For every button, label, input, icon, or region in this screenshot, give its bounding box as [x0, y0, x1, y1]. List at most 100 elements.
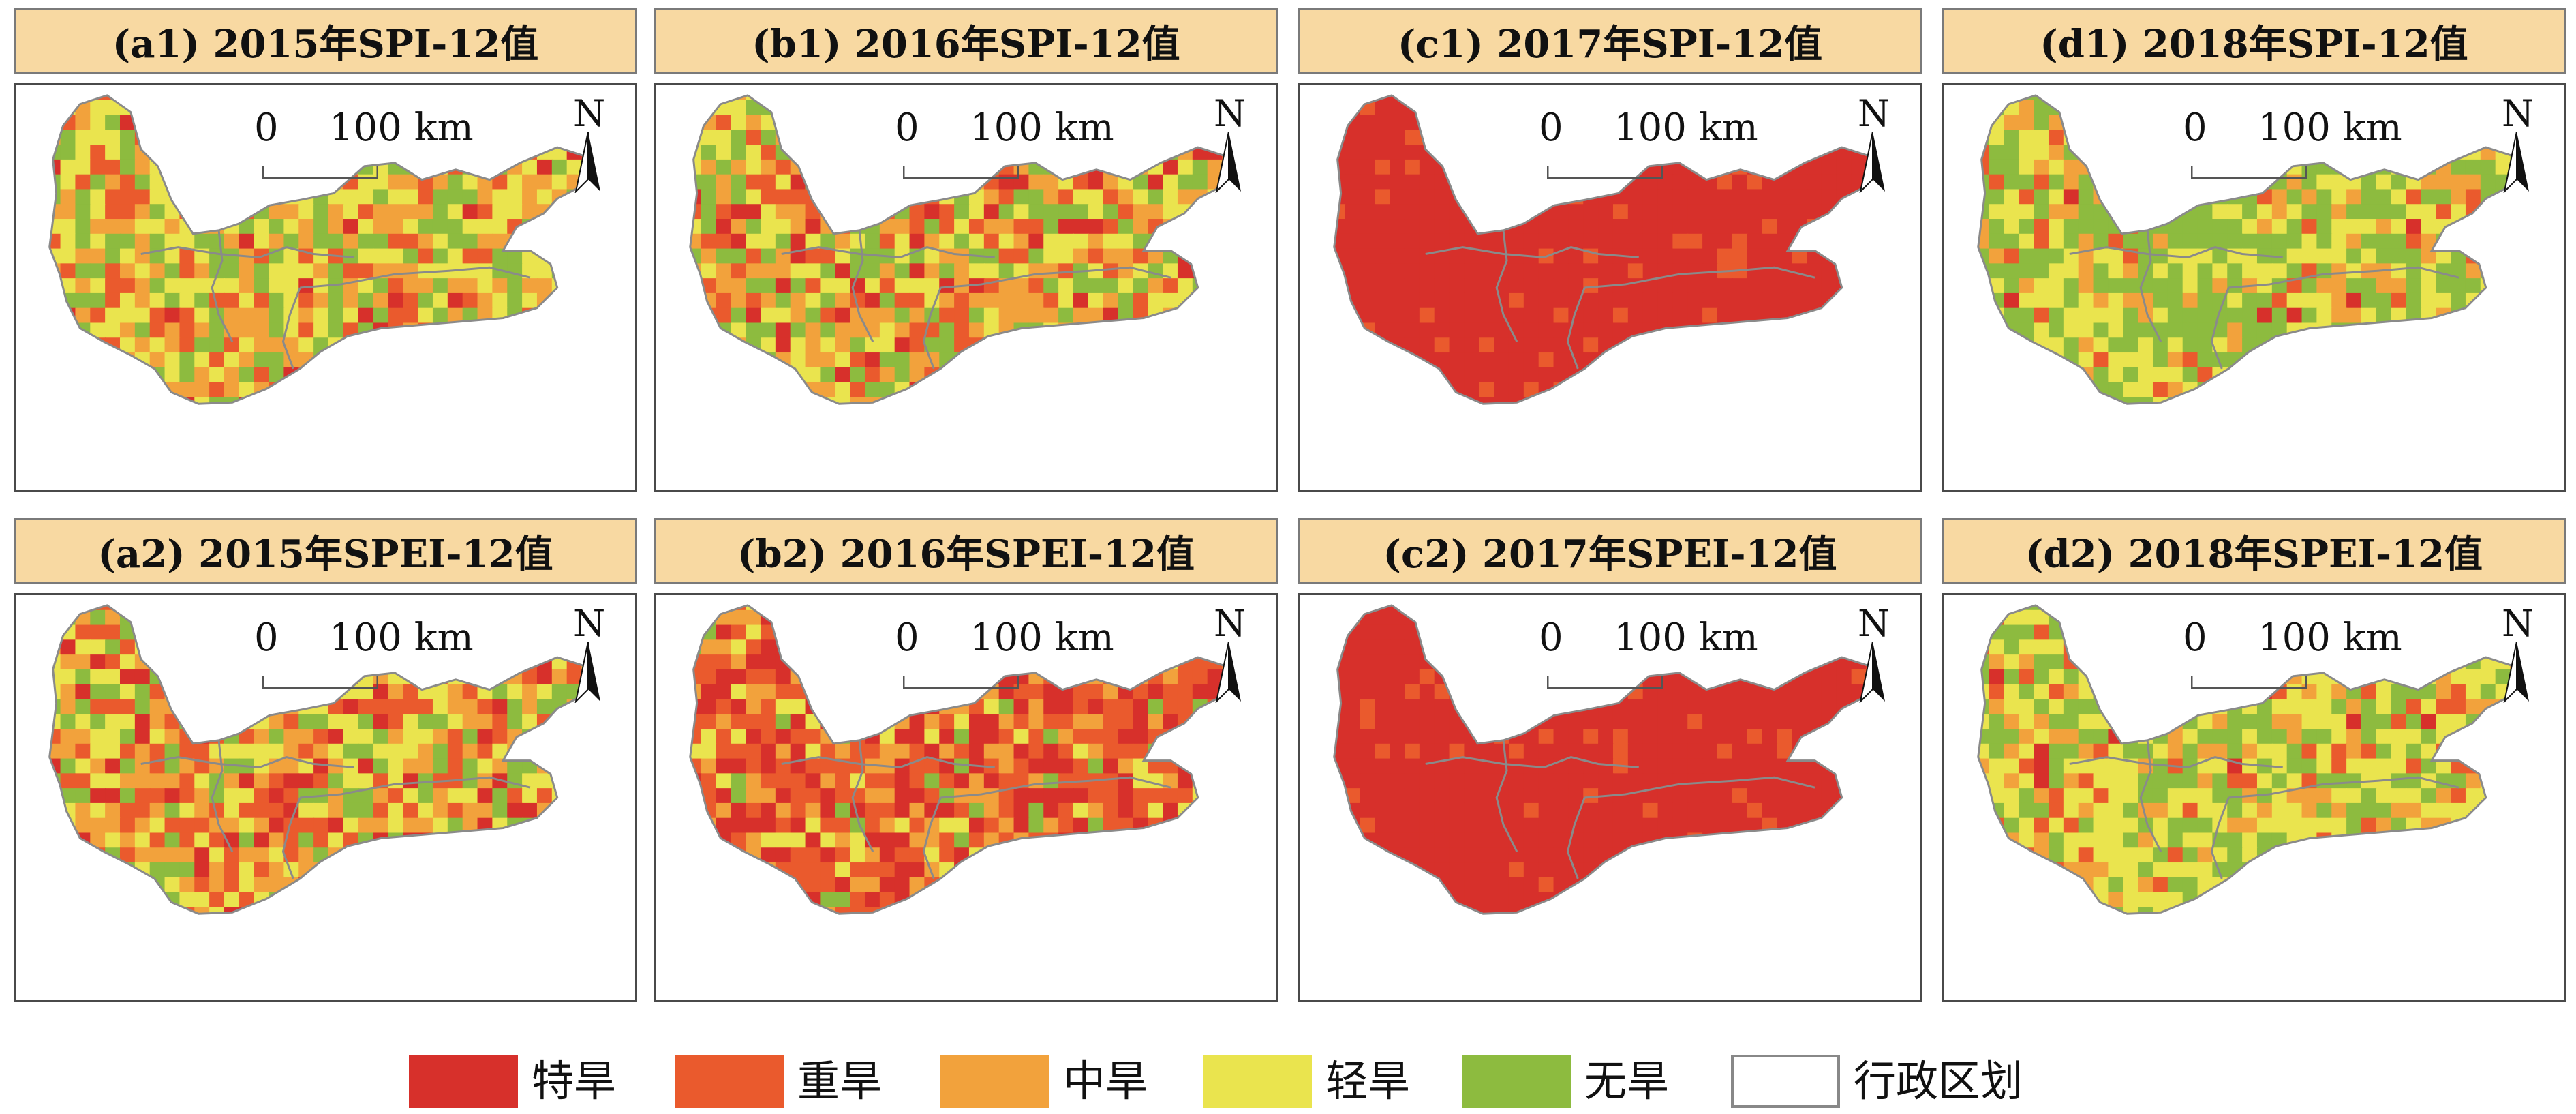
drought-cell — [716, 307, 732, 324]
drought-cell — [1989, 352, 2005, 368]
drought-cell — [492, 174, 508, 190]
drought-cell — [1524, 457, 1539, 472]
drought-cell — [1747, 189, 1763, 205]
drought-cell — [1163, 233, 1178, 250]
drought-cell — [283, 397, 300, 404]
drought-cell — [1978, 367, 1990, 383]
drought-cell — [1978, 292, 1990, 309]
drought-cell — [2361, 189, 2377, 205]
drought-cell — [2048, 352, 2064, 368]
admin-boundary-line — [2069, 246, 2283, 258]
drought-cell — [16, 382, 31, 398]
drought-cell — [1103, 95, 1119, 101]
drought-cell — [924, 95, 940, 101]
drought-cell — [1334, 337, 1346, 354]
drought-cell — [671, 278, 687, 294]
drought-cell — [2093, 278, 2109, 294]
drought-cell — [1118, 130, 1134, 146]
drought-cell — [1978, 174, 1990, 190]
drought-cell — [626, 654, 635, 670]
drought-cell — [298, 95, 315, 101]
drought-cell — [1267, 412, 1276, 427]
drought-cell — [2034, 174, 2049, 190]
drought-cell — [1717, 292, 1733, 309]
drought-cell — [864, 263, 880, 280]
drought-cell — [1043, 397, 1060, 404]
drought-cell — [2138, 457, 2153, 472]
drought-cell — [507, 605, 523, 611]
drought-cell — [968, 307, 985, 324]
drought-cell — [939, 352, 955, 368]
drought-cell — [1300, 130, 1316, 145]
drought-cell — [49, 605, 61, 611]
drought-cell — [2525, 442, 2541, 457]
drought-cell — [880, 486, 895, 490]
drought-cell — [373, 397, 389, 404]
drought-cell — [2361, 397, 2377, 404]
drought-cell — [626, 85, 635, 101]
drought-cell — [1330, 412, 1346, 427]
drought-cell — [1598, 204, 1614, 220]
drought-cell — [968, 397, 985, 404]
drought-cell — [16, 219, 31, 235]
drought-cell — [31, 308, 46, 324]
drought-cell — [418, 278, 433, 294]
drought-cell — [1028, 204, 1045, 220]
drought-cell — [1434, 189, 1450, 205]
drought-cell — [31, 412, 46, 427]
drought-cell — [1851, 337, 1867, 354]
drought-cell — [1300, 263, 1316, 279]
drought-cell — [954, 412, 970, 427]
drought-cell — [1028, 412, 1044, 427]
drought-cell — [1959, 189, 1975, 205]
drought-cell — [313, 412, 329, 427]
drought-cell — [1568, 95, 1584, 101]
drought-cell — [209, 174, 225, 190]
drought-cell — [2108, 486, 2123, 490]
drought-cell — [716, 263, 732, 280]
drought-cell — [120, 412, 136, 427]
drought-cell — [2510, 278, 2520, 294]
drought-cell — [2048, 233, 2064, 250]
drought-cell — [2257, 412, 2273, 427]
drought-cell — [522, 100, 538, 116]
drought-cell — [1807, 412, 1822, 427]
drought-cell — [1792, 189, 1808, 205]
drought-cell — [656, 175, 672, 190]
drought-cell — [373, 486, 389, 490]
drought-cell — [2152, 352, 2168, 368]
drought-cell — [939, 457, 955, 472]
drought-cell — [1762, 278, 1778, 294]
drought-cell — [209, 639, 225, 656]
drought-cell — [939, 292, 955, 309]
drought-cell — [2078, 174, 2094, 190]
drought-cell — [611, 175, 627, 190]
drought-cell — [1133, 486, 1148, 490]
drought-cell — [1762, 248, 1778, 265]
drought-cell — [373, 427, 389, 442]
drought-cell — [2242, 263, 2258, 280]
drought-cell — [179, 337, 196, 354]
drought-cell — [298, 397, 315, 404]
drought-cell — [1836, 367, 1852, 383]
drought-cell — [690, 292, 702, 309]
drought-cell — [1717, 412, 1733, 427]
drought-cell — [239, 307, 255, 324]
drought-cell — [179, 609, 196, 626]
drought-cell — [1732, 292, 1748, 309]
drought-cell — [16, 308, 31, 324]
drought-cell — [2152, 130, 2168, 146]
drought-cell — [1028, 442, 1044, 457]
drought-cell — [1013, 204, 1030, 220]
drought-cell — [1237, 352, 1253, 368]
drought-cell — [1523, 382, 1539, 398]
drought-cell — [478, 486, 493, 490]
drought-cell — [910, 486, 925, 490]
drought-cell — [1334, 174, 1346, 190]
drought-cell — [388, 95, 404, 101]
drought-cell — [611, 115, 627, 131]
drought-cell — [864, 115, 880, 131]
drought-cell — [90, 367, 106, 383]
drought-cell — [283, 95, 300, 101]
drought-cell — [1598, 471, 1614, 487]
